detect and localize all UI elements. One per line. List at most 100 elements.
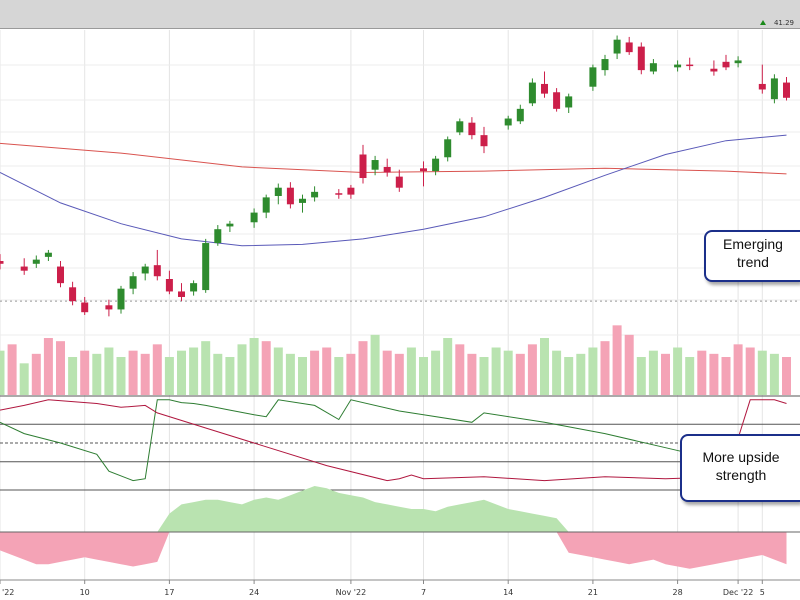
candle-body [553, 92, 561, 109]
volume-bar [152, 344, 162, 395]
callout-upside-line1: More upside [702, 449, 780, 465]
volume-bar [31, 353, 41, 395]
volume-bar [394, 353, 404, 395]
x-tick-label: 5 [760, 588, 765, 597]
candle-body [565, 96, 573, 108]
volume-bar [382, 350, 392, 395]
candle-body [141, 266, 149, 274]
volume-bar [661, 353, 670, 395]
candle-body [117, 288, 125, 310]
volume-bar [479, 357, 489, 395]
candle-body [178, 291, 185, 297]
volume-bar [334, 357, 344, 395]
volume-bar [733, 344, 743, 395]
volume-bar [225, 357, 235, 395]
volume-bar [564, 357, 574, 395]
histogram-panel [0, 486, 800, 569]
volume-bar [769, 353, 779, 395]
candle-body [674, 64, 682, 68]
volume-bar [104, 347, 114, 395]
volume-bar [648, 350, 658, 395]
candle-body [528, 82, 536, 104]
candle-body [480, 135, 488, 147]
candle-body [613, 39, 621, 54]
candle-body [0, 261, 4, 264]
volume-bar [491, 347, 501, 395]
candle-body [456, 121, 464, 133]
volume-bar [782, 357, 791, 395]
histogram-negative-area [0, 532, 787, 569]
volume-bar [673, 347, 683, 395]
candle-body [770, 78, 778, 100]
x-tick-label: 28 [673, 588, 683, 597]
candle-body [504, 118, 512, 126]
volume-bar [503, 350, 513, 395]
candle-body [69, 287, 77, 302]
callout-upside-line2: strength [715, 467, 767, 483]
volume-bar [685, 357, 695, 395]
volume-bar [721, 357, 731, 395]
x-tick-label: 24 [249, 588, 259, 597]
x-tick-label: Nov '22 [336, 588, 367, 597]
volume-panel [0, 325, 791, 395]
candle-body [625, 42, 633, 53]
candle-body [347, 187, 355, 195]
candle-body [601, 59, 609, 71]
volume-bar [273, 347, 283, 395]
volume-bar [80, 350, 90, 395]
callout-upside-strength: More upside strength [680, 434, 800, 502]
volume-bar [757, 350, 767, 395]
volume-bar [358, 341, 368, 395]
volume-bar [443, 338, 453, 395]
callout-emerging-line1: Emerging [723, 236, 783, 252]
volume-bar [285, 353, 295, 395]
candle-body [395, 176, 403, 188]
volume-bar [43, 338, 53, 395]
candle-body [250, 212, 258, 223]
top-toolbar: 41.29 [0, 0, 800, 29]
volume-bar [261, 341, 271, 395]
candle-body [286, 187, 294, 205]
candle-body [32, 259, 40, 264]
candle-body [541, 83, 548, 94]
candle-body [383, 166, 391, 173]
volume-bar [116, 357, 126, 395]
candle-body [274, 187, 282, 196]
volume-bar [406, 347, 416, 395]
candle-body [758, 83, 766, 90]
volume-bar [600, 341, 610, 395]
volume-bar [164, 357, 174, 395]
x-tick-label: 21 [588, 588, 598, 597]
candle-body [20, 266, 28, 271]
volume-bar [128, 350, 138, 395]
volume-bar [745, 347, 755, 395]
candle-body [44, 252, 52, 257]
volume-bar [612, 325, 622, 395]
candle-body [637, 46, 645, 71]
moving-average-short [0, 134, 787, 247]
histogram-positive-area [0, 486, 787, 532]
volume-bar [370, 334, 380, 395]
volume-bar [552, 350, 562, 395]
volume-bar [0, 350, 5, 395]
candle-body [202, 243, 210, 291]
volume-bar [636, 357, 646, 395]
callout-emerging-line2: trend [737, 254, 769, 270]
current-price-label: 41.29 [773, 19, 794, 27]
volume-bar [419, 357, 428, 395]
x-tick-label: Oct '22 [0, 588, 14, 597]
candle-body [226, 223, 234, 227]
candle-body [783, 82, 790, 98]
candle-body [153, 265, 161, 277]
candle-body [299, 198, 306, 203]
volume-bar [709, 353, 719, 395]
volume-bar [213, 353, 223, 395]
candle-body [432, 158, 440, 172]
x-tick-label: 17 [164, 588, 174, 597]
candle-body [335, 193, 343, 195]
candle-body [129, 276, 137, 289]
volume-bar [68, 357, 78, 395]
x-tick-label: 14 [503, 588, 513, 597]
volume-bar [697, 350, 707, 395]
